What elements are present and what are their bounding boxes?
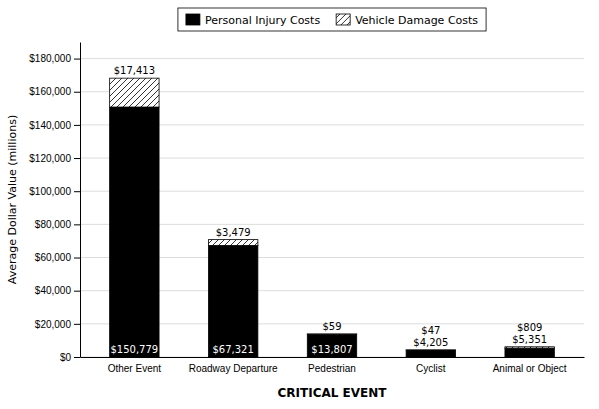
y-tick-label: $140,000 (29, 120, 71, 131)
y-tick-mark (74, 125, 80, 126)
data-label: $47 (421, 325, 440, 336)
data-label: $150,779 (110, 344, 158, 355)
grid-line (80, 58, 584, 59)
bar (110, 78, 159, 107)
y-tick-mark (74, 258, 80, 259)
y-tick: $140,000 (29, 120, 80, 131)
data-labels: $150,779 $67,321 $13,807 $4,205 $5,351 $17,41… (110, 65, 547, 355)
y-axis-title: Average Dollar Value (millions) (6, 115, 19, 284)
bar (307, 334, 356, 357)
y-tick-mark (74, 224, 80, 225)
x-tick: Roadway Departure (189, 363, 278, 374)
y-tick-label: $0 (60, 352, 72, 363)
y-tick: $160,000 (29, 86, 80, 97)
bar (505, 347, 554, 348)
bar (110, 107, 159, 357)
y-axis: $0 $20,000 $40,000 $60,000 $80,000 $100,000 $1… (29, 43, 80, 363)
y-tick-label: $80,000 (35, 219, 72, 230)
data-label: $59 (322, 321, 341, 332)
y-tick: $40,000 (35, 285, 80, 296)
x-axis-title: CRITICAL EVENT (278, 386, 388, 400)
y-tick-mark (74, 158, 80, 159)
data-label: $3,479 (216, 227, 251, 238)
data-label: $67,321 (212, 344, 253, 355)
x-tick-label: Cyclist (416, 363, 446, 374)
y-tick: $180,000 (29, 53, 80, 64)
x-tick: Pedestrian (308, 363, 356, 374)
bars (110, 78, 555, 357)
bar (406, 350, 455, 357)
bar (307, 334, 356, 335)
y-tick: $80,000 (35, 219, 80, 230)
y-tick: $120,000 (29, 153, 80, 164)
bar (505, 348, 554, 357)
grid (80, 59, 584, 357)
x-tick-label: Other Event (108, 363, 162, 374)
y-tick-mark (74, 92, 80, 93)
data-label: $17,413 (114, 65, 155, 76)
x-axis: Other Event Roadway Departure Pedestrian Cy… (81, 358, 585, 375)
x-axis-line (81, 357, 585, 358)
y-tick-label: $160,000 (29, 86, 71, 97)
y-tick-mark (74, 357, 80, 358)
y-tick-label: $40,000 (35, 285, 72, 296)
y-axis-line (80, 43, 81, 358)
y-tick-label: $20,000 (35, 319, 72, 330)
legend-label: Vehicle Damage Costs (355, 14, 478, 27)
y-tick: $0 (60, 352, 80, 363)
bar (406, 349, 455, 350)
y-tick: $100,000 (29, 186, 80, 197)
data-label: $5,351 (512, 334, 547, 345)
legend-swatch (186, 14, 200, 25)
data-label: $4,205 (413, 337, 448, 348)
y-tick: $60,000 (35, 252, 80, 263)
bar (208, 240, 257, 246)
y-tick-mark (74, 324, 80, 325)
legend-swatch (336, 14, 350, 25)
legend: Personal Injury Costs Vehicle Damage Cost… (178, 8, 486, 31)
legend-label: Personal Injury Costs (205, 14, 320, 27)
y-tick: $20,000 (35, 319, 80, 330)
chart: $0 $20,000 $40,000 $60,000 $80,000 $100,000 $1… (0, 0, 599, 409)
plot: $0 $20,000 $40,000 $60,000 $80,000 $100,000 $1… (29, 43, 584, 375)
legend-box (178, 8, 486, 31)
y-tick-label: $60,000 (35, 252, 72, 263)
data-label: $809 (517, 322, 542, 333)
x-tick: Animal or Object (493, 363, 567, 374)
bar (208, 245, 257, 357)
x-tick-label: Animal or Object (493, 363, 567, 374)
x-tick: Cyclist (416, 363, 446, 374)
x-tick-label: Pedestrian (308, 363, 356, 374)
y-tick-label: $120,000 (29, 153, 71, 164)
y-tick-mark (74, 59, 80, 60)
y-tick-label: $100,000 (29, 186, 71, 197)
y-tick-mark (74, 291, 80, 292)
data-label: $13,807 (311, 344, 352, 355)
y-tick-mark (74, 191, 80, 192)
x-tick: Other Event (108, 363, 162, 374)
y-tick-label: $180,000 (29, 53, 71, 64)
x-tick-label: Roadway Departure (189, 363, 278, 374)
